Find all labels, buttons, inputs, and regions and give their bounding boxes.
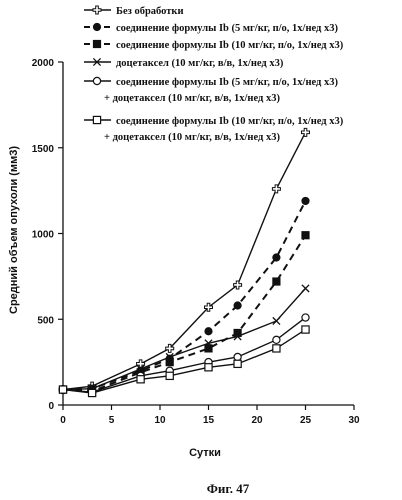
legend-item-5: соединение формулы Ib (5 мг/кг, п/о, 1x/… [84,76,338,104]
data-point [58,385,68,394]
legend-marker [92,5,102,15]
legend: Без обработки соединение формулы Ib (5 мг… [84,5,344,143]
x-tick-label: 30 [348,415,360,426]
data-point [271,184,281,194]
legend-label: доцетаксел (10 мг/кг, в/в, 1x/нед x3) [116,58,284,69]
data-point [301,127,310,137]
data-point [204,327,213,336]
legend-marker [92,76,102,86]
series-line [62,316,306,393]
series-line [62,328,306,394]
figure-caption: Фиг. 47 [207,481,250,496]
legend-label: соединение формулы Ib (5 мг/кг, п/о, 1x/… [116,23,338,34]
series-4 [58,284,310,394]
legend-marker [92,115,102,125]
y-tick-label: 2000 [32,58,55,69]
series-3 [58,231,310,396]
data-point [272,335,281,345]
y-tick-label: 1500 [32,144,55,155]
data-point [87,388,97,398]
legend-marker [92,57,102,67]
data-point [136,375,145,384]
y-tick-label: 1000 [32,230,55,241]
data-point [272,344,281,353]
data-point [301,284,310,293]
x-tick-label: 5 [109,415,115,426]
x-tick-label: 25 [300,415,312,426]
data-point [233,280,243,290]
series-2 [58,196,310,394]
series-6 [58,325,310,398]
series-line [62,287,307,391]
series-layer [58,127,310,398]
x-tick-label: 15 [203,415,215,426]
series-line [62,131,307,391]
axes: 0 5 10 15 20 25 30 0 500 1000 1500 2000 [32,58,360,426]
data-point [233,352,242,362]
data-point [204,339,213,348]
x-tick-label: 0 [60,415,66,426]
data-point [204,363,213,372]
data-point [301,231,310,240]
x-tick-label: 10 [154,415,166,426]
legend-label: соединение формулы Ib (10 мг/кг, п/о, 1x… [116,40,344,51]
data-point [233,332,242,341]
data-point [301,325,310,334]
data-point [165,371,174,381]
data-point [165,352,174,362]
legend-label: Без обработки [116,6,184,17]
data-point [301,196,310,206]
data-point [272,277,281,286]
x-axis-title: Сутки [189,447,221,459]
legend-item-2: соединение формулы Ib (5 мг/кг, п/о, 1x/… [84,22,338,34]
data-point [204,302,213,312]
y-tick-label: 0 [48,401,54,412]
series-1 [58,127,310,395]
legend-label: соединение формулы Ib (10 мг/кг, п/о, 1x… [104,116,344,143]
data-point [233,359,242,369]
data-point [204,344,213,353]
series-line [62,234,307,393]
legend-marker [92,39,102,49]
data-point [136,364,145,374]
legend-item-1: Без обработки [84,5,184,17]
data-point [165,343,175,353]
data-point [301,313,310,322]
data-point [165,358,174,367]
legend-item-6: соединение формулы Ib (10 мг/кг, п/о, 1x… [84,115,344,143]
legend-item-3: соединение формулы Ib (10 мг/кг, п/о, 1x… [84,39,344,51]
data-point [272,316,281,326]
legend-marker [92,22,102,32]
data-point [272,253,281,262]
y-tick-label: 500 [37,315,54,326]
y-axis-title: Средний объем опухоли (мм3) [8,146,20,314]
data-point [233,301,242,310]
x-tick-label: 20 [251,415,263,426]
legend-item-4: доцетаксел (10 мг/кг, в/в, 1x/нед x3) [84,57,284,69]
legend-label: соединение формулы Ib (5 мг/кг, п/о, 1x/… [104,77,338,104]
series-line [62,200,307,391]
